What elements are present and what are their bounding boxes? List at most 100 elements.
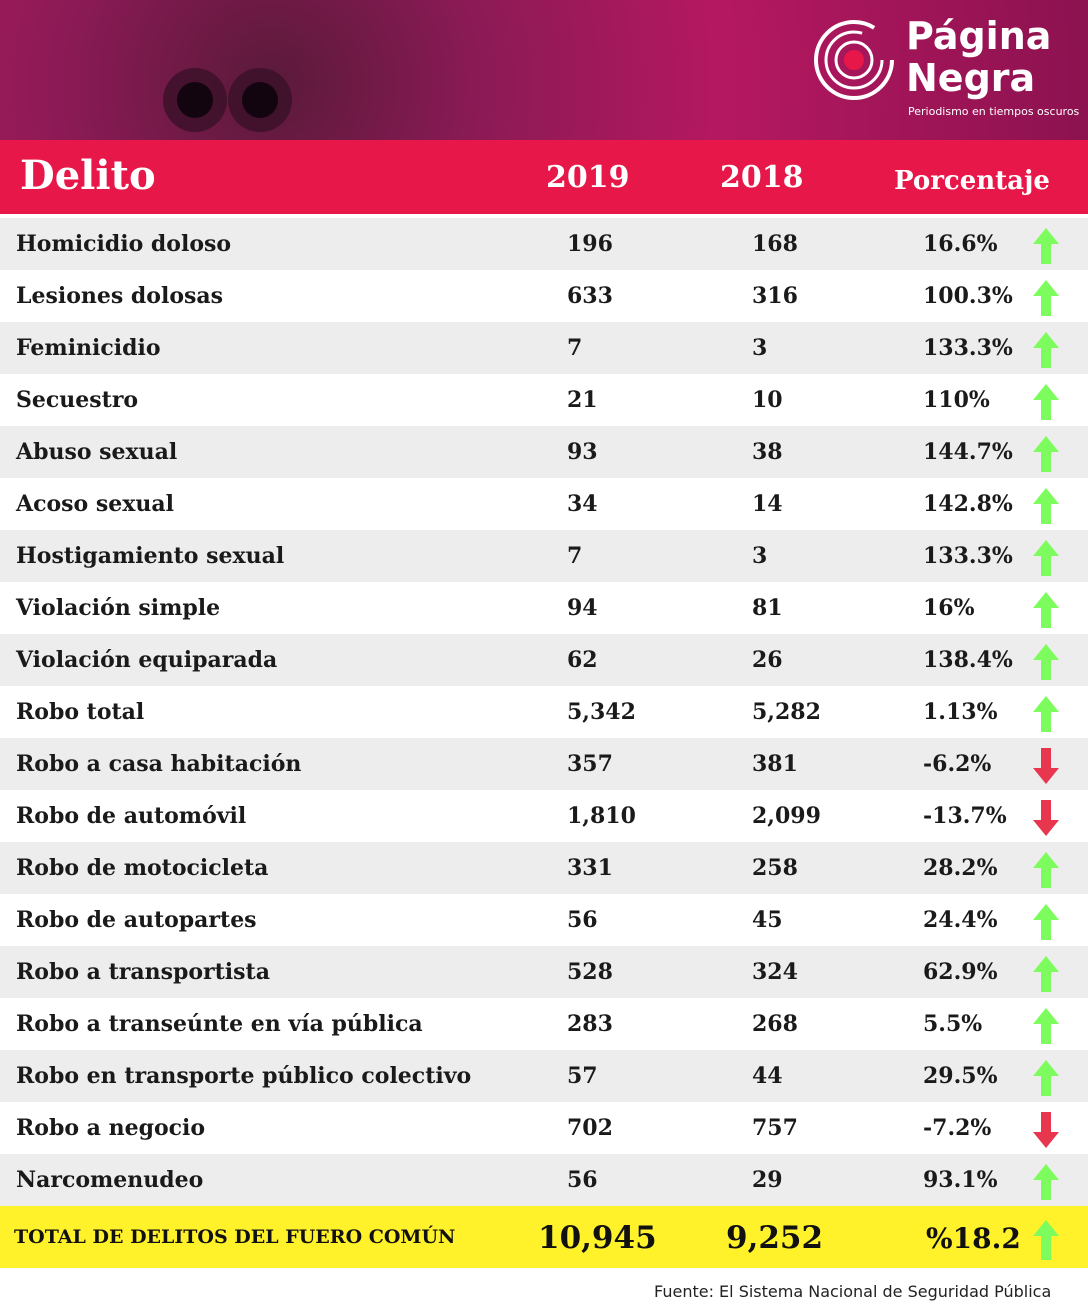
header-cell: 2018 [720,160,804,195]
table-cell: 1.13% [923,699,998,725]
table-row: Robo de motocicleta 331 258 28.2% [0,842,1088,894]
crime-name: Narcomenudeo [16,1167,204,1193]
total-cell: 10,945 [538,1220,657,1256]
total-cell: %18.2 [926,1222,1021,1255]
trend-arrow [1033,280,1059,316]
table-cell: 26 [752,647,783,673]
crime-name: Secuestro [16,387,139,413]
table-header: Delito 2019 2018 Porcentaje [0,140,1088,214]
logo-line1: Página [906,14,1052,58]
banner: Página Negra Periodismo en tiempos oscur… [0,0,1088,140]
trend-arrow [1033,332,1059,368]
table-cell: 142.8% [923,491,1013,517]
crime-name: Abuso sexual [16,439,178,465]
total-row: TOTAL DE DELITOS DEL FUERO COMÚN 10,945 … [0,1206,1088,1268]
table-cell: 29.5% [923,1063,998,1089]
table-row: Violación simple 94 81 16% [0,582,1088,634]
table-cell: 357 [567,751,613,777]
table-cell: 528 [567,959,613,985]
trend-arrow [1033,644,1059,680]
logo-tagline: Periodismo en tiempos oscuros [908,105,1080,118]
table-cell: 7 [567,543,583,569]
table-cell: 62 [567,647,598,673]
table-cell: 316 [752,283,798,309]
table-cell: 62.9% [923,959,998,985]
table-cell: 1,810 [567,803,636,829]
table-cell: -6.2% [923,751,992,777]
table-cell: 144.7% [923,439,1013,465]
table-cell: 633 [567,283,613,309]
crime-name: Violación equiparada [16,647,278,673]
table-cell: -13.7% [923,803,1007,829]
table-cell: 168 [752,231,798,257]
table-cell: 94 [567,595,598,621]
trend-arrow [1033,1112,1059,1148]
table-cell: 5,342 [567,699,636,725]
table-row: Narcomenudeo 56 29 93.1% [0,1154,1088,1206]
crime-name: Lesiones dolosas [16,283,224,309]
crime-name: Feminicidio [16,335,161,361]
crime-name: Robo de automóvil [16,803,247,829]
table-cell: 21 [567,387,598,413]
table-cell: 38 [752,439,783,465]
table-cell: 56 [567,907,598,933]
table-cell: 34 [567,491,598,517]
table-row: Robo de autopartes 56 45 24.4% [0,894,1088,946]
table-cell: 28.2% [923,855,998,881]
table-row: Feminicidio 7 3 133.3% [0,322,1088,374]
crime-name: Robo de motocicleta [16,855,269,881]
table-row: Acoso sexual 34 14 142.8% [0,478,1088,530]
header-cell: Delito [20,152,156,199]
table-cell: 5.5% [923,1011,983,1037]
trend-arrow [1033,228,1059,264]
trend-arrow [1033,1220,1059,1260]
table-cell: 24.4% [923,907,998,933]
table-cell: 81 [752,595,783,621]
table-cell: 381 [752,751,798,777]
table-cell: 7 [567,335,583,361]
table-cell: 14 [752,491,783,517]
crime-name: Hostigamiento sexual [16,543,285,569]
table-cell: 702 [567,1115,613,1141]
total-cell: 9,252 [726,1220,824,1256]
table-cell: 5,282 [752,699,821,725]
table-row: Homicidio doloso 196 168 16.6% [0,218,1088,270]
trend-arrow [1033,696,1059,732]
crime-name: Violación simple [16,595,221,621]
table-cell: 29 [752,1167,783,1193]
table-cell: 110% [923,387,990,413]
table-cell: 16.6% [923,231,998,257]
header-cell: 2019 [546,160,630,195]
table-cell: 45 [752,907,783,933]
crime-name: Homicidio doloso [16,231,232,257]
table-row: Robo a transeúnte en vía pública 283 268 5.… [0,998,1088,1050]
table-row: Hostigamiento sexual 7 3 133.3% [0,530,1088,582]
table-cell: 133.3% [923,543,1013,569]
table-cell: 100.3% [923,283,1013,309]
table-row: Robo a transportista 528 324 62.9% [0,946,1088,998]
crime-name: Robo total [16,699,145,725]
trend-arrow [1033,956,1059,992]
banner-art [163,68,292,132]
table-cell: 57 [567,1063,598,1089]
crime-name: Acoso sexual [16,491,174,517]
logo-line2: Negra [906,56,1036,100]
source-note: Fuente: El Sistema Nacional de Seguridad… [654,1282,1052,1301]
table-row: Violación equiparada 62 26 138.4% [0,634,1088,686]
trend-arrow [1033,488,1059,524]
header-cell: Porcentaje [894,166,1050,196]
table-cell: 56 [567,1167,598,1193]
table-cell: 2,099 [752,803,821,829]
table-cell: 283 [567,1011,613,1037]
crime-name: Robo de autopartes [16,907,257,933]
crime-name: Robo en transporte público colectivo [16,1063,472,1089]
table-cell: 16% [923,595,975,621]
trend-arrow [1033,1060,1059,1096]
table-cell: 331 [567,855,613,881]
table-cell: 133.3% [923,335,1013,361]
table-cell: -7.2% [923,1115,992,1141]
trend-arrow [1033,384,1059,420]
table-row: Robo total 5,342 5,282 1.13% [0,686,1088,738]
table-row: Abuso sexual 93 38 144.7% [0,426,1088,478]
